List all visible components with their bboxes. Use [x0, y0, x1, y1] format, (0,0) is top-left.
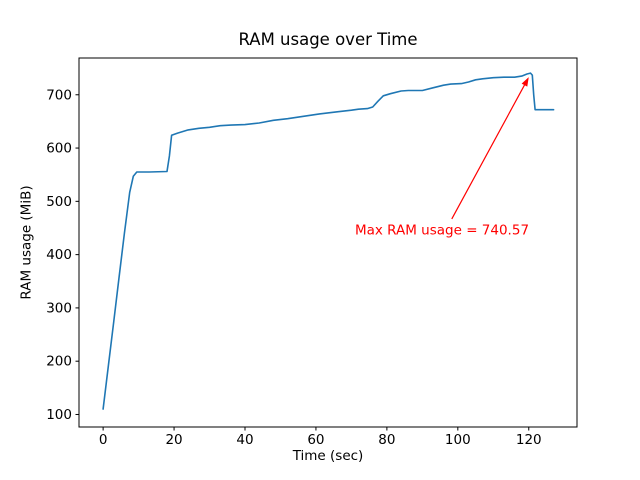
annotation-text: Max RAM usage = 740.57	[355, 223, 529, 239]
x-tick-label: 80	[378, 432, 395, 448]
y-tick-label: 300	[46, 300, 72, 316]
annotation-arrowhead-icon	[521, 77, 529, 87]
y-tick-label: 700	[46, 87, 72, 103]
x-axis-label: Time (sec)	[292, 448, 364, 464]
x-tick-label: 0	[99, 432, 108, 448]
x-tick-label: 120	[516, 432, 542, 448]
annotation-arrow-shaft	[451, 78, 529, 220]
y-tick-label: 200	[46, 354, 72, 370]
y-tick-label: 500	[46, 194, 72, 210]
chart-title: RAM usage over Time	[238, 30, 418, 49]
y-axis-label: RAM usage (MiB)	[18, 185, 35, 300]
x-tick-label: 100	[445, 432, 471, 448]
y-tick-label: 400	[46, 247, 72, 263]
ram-usage-line	[102, 72, 555, 410]
x-tick-label: 60	[307, 432, 324, 448]
x-tick-label: 20	[165, 432, 182, 448]
y-tick-label: 100	[46, 407, 72, 423]
x-tick-label: 40	[236, 432, 253, 448]
y-tick-label: 600	[46, 141, 72, 157]
plot-border	[78, 57, 578, 428]
